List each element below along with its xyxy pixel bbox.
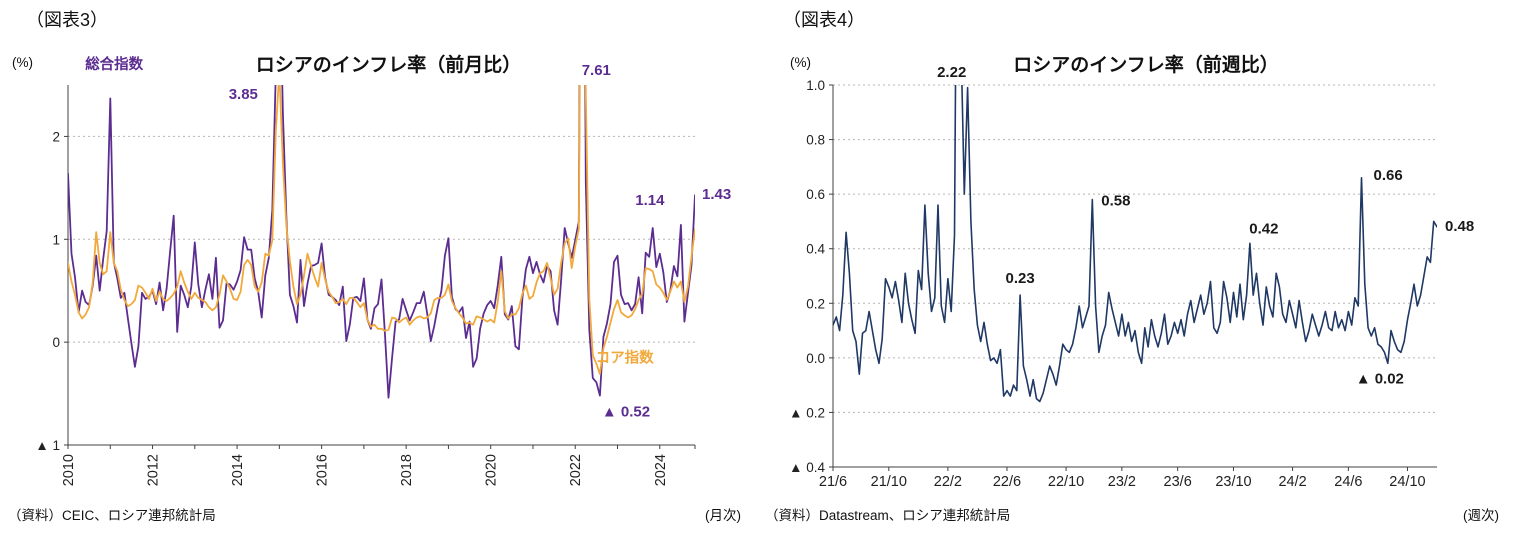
y-tick-label: 1.0 [806,78,825,93]
figure3-y-axis-unit: (%) [12,55,33,70]
annotation-label: 0.23 [1005,270,1034,287]
annotation-label: 1.14 [635,192,665,209]
x-tick-label: 22/6 [993,474,1021,490]
annotation-label: 総合指数 [85,55,143,73]
core-series-line [68,85,695,375]
figure3-panel: （図表3） ロシアのインフレ率（前月比） (%) 2 1 0 ▲ 1 2010 2012 2… [0,0,757,560]
x-tick-label: 24/2 [1278,474,1306,490]
x-tick-label: 22/10 [1048,474,1084,490]
figure4-y-axis-unit: (%) [790,55,811,70]
annotation-label: 0.66 [1374,167,1403,184]
figure4-label: （図表4） [783,10,866,30]
weekly-series-line [833,85,1437,403]
figure4-title: ロシアのインフレ率（前週比） [1013,55,1279,76]
figure3-footer: （資料）CEIC、ロシア連邦統計局 (月次) [8,504,741,524]
x-tick-label: 2010 [61,454,77,486]
annotation-label: 7.61 [582,62,611,79]
y-tick-label: 0 [52,335,60,350]
x-tick-label: 21/6 [819,474,847,490]
y-tick-label: ▲ 0.4 [789,460,825,475]
y-tick-label: ▲ 1 [35,438,60,453]
y-tick-label: 0.4 [806,242,825,257]
y-tick-label: ▲ 0.2 [789,405,825,420]
annotation-label: 0.58 [1101,193,1130,210]
annotation-label: 0.48 [1445,218,1474,235]
y-tick-label: 1 [52,232,60,247]
figure4-frequency-note: (週次) [1463,508,1499,523]
figure3-title: ロシアのインフレ率（前月比） [255,55,522,76]
figure3-source: （資料）CEIC、ロシア連邦統計局 [8,508,216,523]
x-tick-label: 21/10 [871,474,907,490]
annotation-label: 0.42 [1249,220,1278,237]
annotation-label: ▲ 0.02 [1356,370,1404,387]
figure3-label: （図表3） [26,10,109,30]
annotation-label: 2.22 [937,64,966,81]
x-tick-label: 24/10 [1389,474,1425,490]
x-tick-label: 2014 [230,454,246,486]
x-tick-label: 23/2 [1108,474,1136,490]
x-tick-label: 23/6 [1164,474,1192,490]
x-tick-label: 2022 [568,454,584,486]
x-tick-label: 2024 [653,454,669,486]
x-tick-label: 2016 [315,454,331,486]
y-tick-label: 0.0 [806,351,825,366]
x-tick-label: 24/6 [1334,474,1362,490]
annotation-label: ▲ 0.52 [602,404,650,421]
y-tick-label: 0.6 [806,187,825,202]
y-tick-label: 0.2 [806,296,825,311]
weekly-inflation-chart: 1.0 0.8 0.6 0.4 0.2 0.0 ▲ 0.2 ▲ 0.421/6 21/10 22/… [789,64,1474,490]
x-tick-label: 22/2 [934,474,962,490]
y-tick-label: 0.8 [806,133,825,148]
x-tick-label: 2020 [484,454,500,486]
figure4-source: （資料）Datastream、ロシア連邦統計局 [765,508,1011,523]
figure4-footer: （資料）Datastream、ロシア連邦統計局 (週次) [765,504,1499,524]
x-tick-label: 2018 [399,454,415,486]
annotation-label: 1.43 [702,186,731,203]
annotation-label: 3.85 [229,86,258,103]
y-tick-label: 2 [52,129,60,144]
annotation-label: コア指数 [596,349,654,367]
x-tick-label: 2012 [146,454,162,486]
headline-series-line [68,85,695,399]
x-tick-label: 23/10 [1215,474,1251,490]
figure4-panel: （図表4） ロシアのインフレ率（前週比） (%) 1.0 0.8 0.6 0.4 0.2… [757,0,1515,560]
figure3-frequency-note: (月次) [705,508,741,523]
